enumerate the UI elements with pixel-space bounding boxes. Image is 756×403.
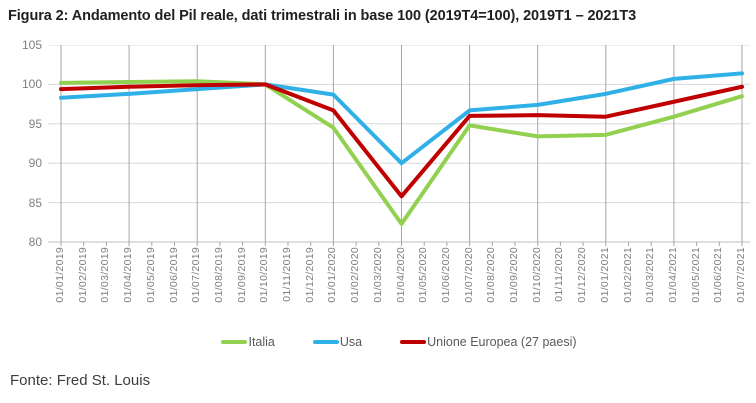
legend-label: Usa: [339, 335, 363, 349]
series-line-usa: [59, 71, 744, 166]
series-line-italia: [59, 79, 744, 226]
x-axis-tick-label: 01/06/2021: [712, 247, 725, 303]
x-axis-tick-label: 01/05/2019: [144, 247, 157, 303]
y-axis-tick-label: 90: [28, 156, 42, 171]
x-axis-tick-label: 01/01/2019: [54, 247, 66, 303]
legend-label: Unione Europea (27 paesi): [427, 335, 577, 349]
legend-swatch-icon: [400, 339, 427, 345]
legend-swatch-icon: [312, 339, 339, 345]
y-axis-tick-label: 85: [28, 195, 42, 210]
x-axis-tick-label: 01/06/2020: [439, 247, 452, 303]
x-axis-tick-label: 01/04/2021: [666, 247, 679, 303]
x-axis-tick-label: 01/12/2019: [303, 247, 316, 303]
x-axis-tick-label: 01/09/2019: [235, 247, 248, 303]
legend: Italia Usa Unione Europea (27 paesi): [48, 333, 750, 351]
y-axis-tick-label: 80: [28, 235, 42, 249]
x-axis-tick-label: 01/04/2019: [122, 247, 135, 303]
x-axis-tick-label: 01/02/2021: [621, 247, 634, 303]
x-axis-tick-label: 01/11/2019: [281, 247, 293, 302]
x-axis-tick-label: 01/10/2019: [258, 247, 271, 303]
x-axis-tick-label: 01/08/2020: [485, 247, 498, 303]
y-axis-tick-label: 100: [21, 77, 42, 92]
legend-item: Italia: [221, 335, 275, 349]
y-axis-tick-label: 95: [28, 116, 42, 131]
x-axis-tick-label: 01/08/2019: [212, 247, 225, 303]
x-axis-tick-label: 01/07/2019: [190, 247, 203, 303]
x-axis-tick-label: 01/02/2020: [349, 247, 362, 303]
legend-swatch-icon: [221, 339, 248, 345]
legend-item: Usa: [312, 335, 363, 349]
x-axis-tick-label: 01/07/2021: [735, 247, 747, 303]
x-axis-tick-label: 01/09/2020: [508, 247, 520, 303]
x-axis-tick-label: 01/01/2021: [598, 247, 611, 303]
x-axis-tick-label: 01/07/2020: [462, 247, 475, 303]
x-axis-tick-label: 01/04/2020: [394, 247, 407, 303]
x-axis-tick-label: 01/05/2021: [689, 247, 702, 303]
plot-area: [48, 45, 750, 246]
x-axis-tick-label: 01/03/2021: [644, 247, 657, 303]
x-axis-tick-label: 01/02/2019: [76, 247, 89, 303]
x-axis-tick-label: 01/10/2020: [530, 247, 543, 303]
legend-label: Italia: [248, 335, 275, 349]
source-note: Fonte: Fred St. Louis: [10, 372, 151, 389]
x-axis-tick-label: 01/03/2020: [371, 247, 384, 303]
chart-title: Figura 2: Andamento del Pil reale, dati …: [8, 8, 637, 24]
x-axis-tick-label: 01/03/2019: [99, 247, 112, 303]
x-axis-tick-label: 01/06/2019: [167, 247, 180, 303]
y-axis-tick-label: 105: [21, 38, 42, 52]
x-axis-tick-label: 01/12/2020: [576, 247, 589, 303]
x-axis-tick-label: 01/11/2020: [553, 247, 566, 302]
x-axis-tick-label: 01/05/2020: [417, 247, 430, 303]
legend-item: Unione Europea (27 paesi): [400, 335, 577, 349]
x-axis-tick-label: 01/01/2020: [326, 247, 339, 303]
series-line-unione-europea-27-paesi: [59, 82, 744, 199]
